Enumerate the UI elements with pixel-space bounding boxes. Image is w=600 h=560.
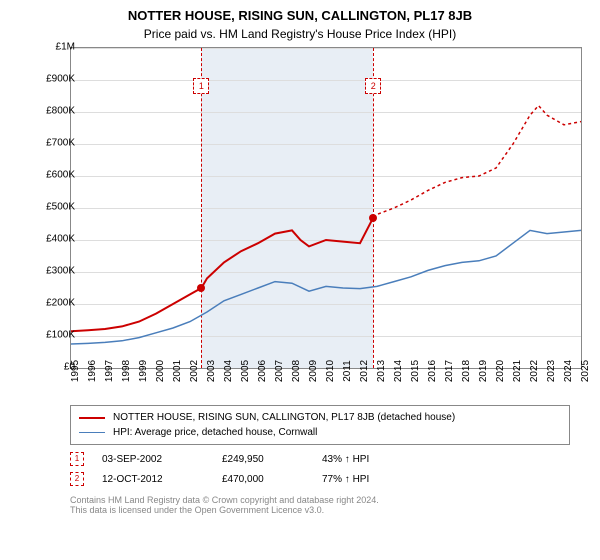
transaction-row: 1 03-SEP-2002£249,95043% ↑ HPI [70, 449, 570, 469]
x-axis-label: 2005 [240, 360, 251, 382]
series-line-property_dotted [373, 106, 581, 218]
marker-label-box: 2 [365, 78, 381, 94]
y-axis-label: £800K [35, 106, 75, 117]
legend-swatch [79, 432, 105, 434]
legend-swatch [79, 417, 105, 419]
x-axis-label: 2020 [495, 360, 506, 382]
footer-text: Contains HM Land Registry data © Crown c… [70, 495, 570, 515]
plot-region: 12 [70, 47, 582, 369]
x-axis-label: 2014 [393, 360, 404, 382]
chart-subtitle: Price paid vs. HM Land Registry's House … [0, 23, 600, 47]
transaction-price: £249,950 [222, 454, 322, 465]
x-axis-label: 1999 [138, 360, 149, 382]
y-axis-label: £0 [35, 362, 75, 373]
transaction-row: 2 12-OCT-2012£470,00077% ↑ HPI [70, 469, 570, 489]
x-axis-label: 1997 [104, 360, 115, 382]
x-axis-label: 2009 [308, 360, 319, 382]
transaction-date: 12-OCT-2012 [102, 474, 222, 485]
x-axis-label: 2011 [342, 360, 353, 382]
y-axis-label: £100K [35, 330, 75, 341]
x-axis-label: 2013 [376, 360, 387, 382]
y-axis-label: £700K [35, 138, 75, 149]
x-axis-label: 2021 [512, 360, 523, 382]
footer-line1: Contains HM Land Registry data © Crown c… [70, 495, 570, 505]
x-axis-label: 2007 [274, 360, 285, 382]
x-axis-label: 2015 [410, 360, 421, 382]
x-axis-label: 2002 [189, 360, 200, 382]
transaction-marker: 1 [70, 452, 84, 466]
marker-label-box: 1 [193, 78, 209, 94]
x-axis-label: 2018 [461, 360, 472, 382]
transaction-date: 03-SEP-2002 [102, 454, 222, 465]
chart-area: 12 £0£100K£200K£300K£400K£500K£600K£700K… [30, 47, 590, 397]
legend-label: NOTTER HOUSE, RISING SUN, CALLINGTON, PL… [113, 412, 455, 423]
transaction-hpi: 43% ↑ HPI [322, 454, 422, 465]
legend-item: NOTTER HOUSE, RISING SUN, CALLINGTON, PL… [79, 410, 561, 425]
x-axis-label: 2025 [580, 360, 591, 382]
x-axis-label: 2019 [478, 360, 489, 382]
x-axis-label: 2017 [444, 360, 455, 382]
x-axis-label: 2003 [206, 360, 217, 382]
x-axis-label: 2001 [172, 360, 183, 382]
y-axis-label: £500K [35, 202, 75, 213]
legend: NOTTER HOUSE, RISING SUN, CALLINGTON, PL… [70, 405, 570, 445]
x-axis-label: 2012 [359, 360, 370, 382]
x-axis-label: 2022 [529, 360, 540, 382]
x-axis-label: 2004 [223, 360, 234, 382]
footer-line2: This data is licensed under the Open Gov… [70, 505, 570, 515]
x-axis-label: 2000 [155, 360, 166, 382]
y-axis-label: £1M [35, 42, 75, 53]
y-axis-label: £400K [35, 234, 75, 245]
series-line-hpi [71, 230, 581, 344]
chart-container: NOTTER HOUSE, RISING SUN, CALLINGTON, PL… [0, 0, 600, 560]
chart-svg [71, 48, 581, 368]
transaction-price: £470,000 [222, 474, 322, 485]
marker-dot [197, 284, 205, 292]
transaction-hpi: 77% ↑ HPI [322, 474, 422, 485]
chart-title: NOTTER HOUSE, RISING SUN, CALLINGTON, PL… [0, 0, 600, 23]
legend-label: HPI: Average price, detached house, Corn… [113, 427, 317, 438]
x-axis-label: 2010 [325, 360, 336, 382]
x-axis-label: 2016 [427, 360, 438, 382]
x-axis-label: 2023 [546, 360, 557, 382]
y-axis-label: £600K [35, 170, 75, 181]
x-axis-label: 2024 [563, 360, 574, 382]
x-axis-label: 1995 [70, 360, 81, 382]
legend-item: HPI: Average price, detached house, Corn… [79, 425, 561, 440]
marker-dot [369, 214, 377, 222]
series-line-property [71, 218, 373, 332]
y-axis-label: £200K [35, 298, 75, 309]
x-axis-label: 2006 [257, 360, 268, 382]
transaction-marker: 2 [70, 472, 84, 486]
y-axis-label: £900K [35, 74, 75, 85]
transactions-table: 1 03-SEP-2002£249,95043% ↑ HPI 2 12-OCT-201… [70, 449, 570, 489]
x-axis-label: 2008 [291, 360, 302, 382]
y-axis-label: £300K [35, 266, 75, 277]
x-axis-label: 1996 [87, 360, 98, 382]
x-axis-label: 1998 [121, 360, 132, 382]
